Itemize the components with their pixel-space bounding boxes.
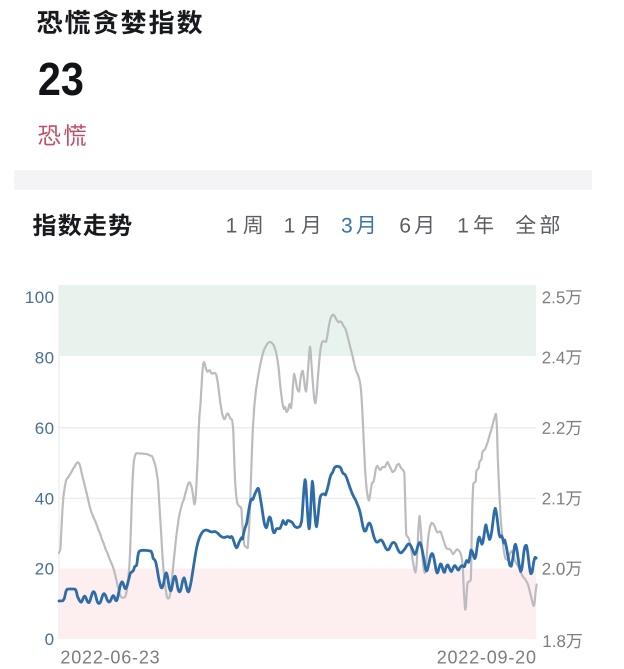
svg-text:60: 60 <box>35 419 55 438</box>
svg-text:2022-06-23: 2022-06-23 <box>60 648 160 668</box>
svg-text:20: 20 <box>35 560 55 579</box>
svg-text:40: 40 <box>35 489 55 508</box>
svg-text:100: 100 <box>25 288 55 307</box>
svg-text:2022-09-20: 2022-09-20 <box>437 648 537 668</box>
svg-text:23: 23 <box>38 54 84 106</box>
svg-text:0: 0 <box>45 630 55 649</box>
svg-text:80: 80 <box>35 348 55 367</box>
